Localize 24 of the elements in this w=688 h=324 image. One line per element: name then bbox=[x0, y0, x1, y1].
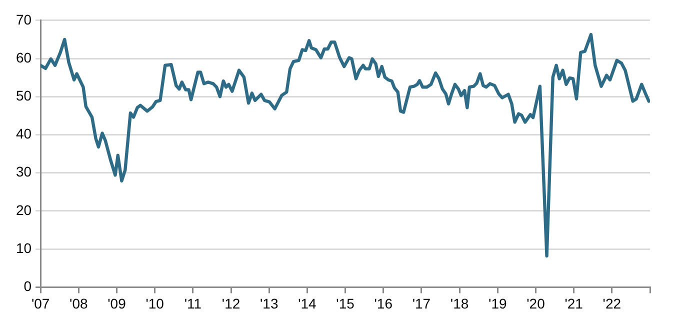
x-tick-label: '07 bbox=[31, 295, 50, 312]
y-tick-label: 50 bbox=[16, 87, 32, 104]
y-tick-label: 20 bbox=[16, 202, 32, 218]
y-tick-label: 0 bbox=[24, 278, 32, 294]
y-tick-label: 60 bbox=[16, 49, 32, 66]
y-tick-label: 70 bbox=[16, 11, 32, 28]
x-tick-label: '21 bbox=[564, 295, 584, 312]
x-tick-label: '17 bbox=[412, 295, 431, 312]
y-tick-label: 40 bbox=[16, 126, 32, 142]
x-tick-label: '10 bbox=[146, 295, 164, 312]
x-tick-label: '14 bbox=[298, 295, 317, 312]
x-tick-label: '09 bbox=[108, 295, 126, 312]
x-tick-label: '16 bbox=[374, 295, 393, 312]
y-tick-label: 30 bbox=[16, 164, 32, 180]
x-tick-label: '19 bbox=[488, 295, 507, 312]
x-tick-label: '22 bbox=[602, 295, 622, 312]
x-tick-label: '12 bbox=[222, 295, 240, 312]
x-tick-label: '18 bbox=[450, 295, 469, 312]
x-tick-label: '15 bbox=[336, 295, 355, 312]
x-tick-label: '20 bbox=[526, 295, 546, 312]
x-tick-label: '08 bbox=[70, 295, 88, 312]
x-tick-label: '13 bbox=[260, 295, 278, 312]
y-tick-label: 10 bbox=[16, 240, 32, 256]
x-tick-label: '11 bbox=[184, 295, 202, 312]
